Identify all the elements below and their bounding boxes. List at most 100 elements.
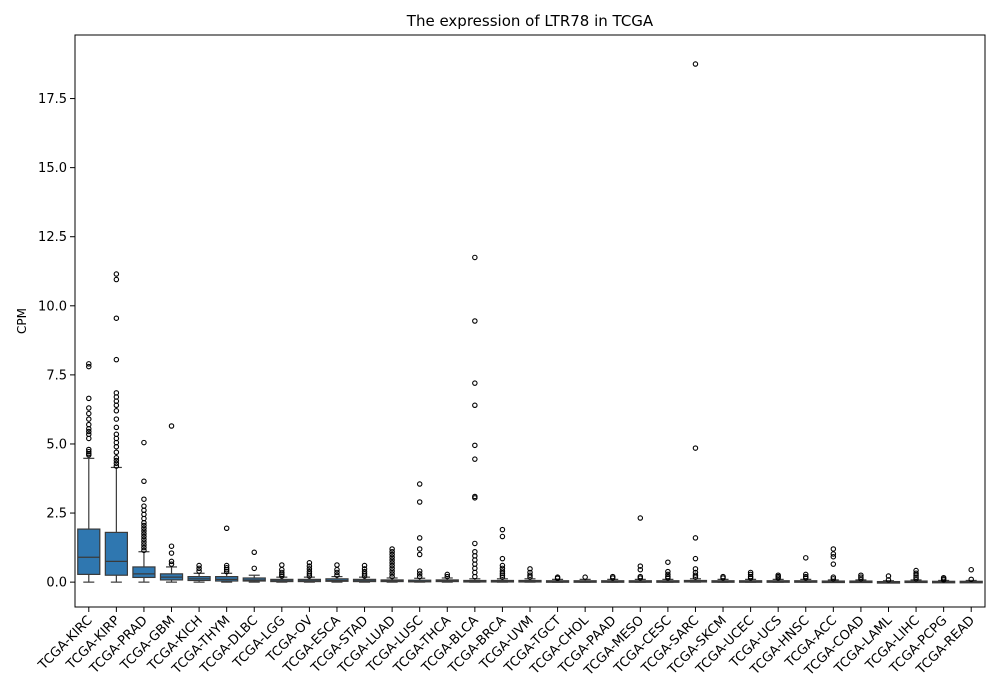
outlier-point xyxy=(913,567,919,574)
outlier-point xyxy=(141,533,147,540)
outlier-point xyxy=(472,548,478,555)
outlier-point xyxy=(389,546,395,552)
outlier-point xyxy=(196,565,202,572)
outlier-point xyxy=(361,566,368,572)
outlier-point xyxy=(141,542,147,548)
outlier-point xyxy=(609,573,616,580)
outlier-point xyxy=(416,499,423,505)
outlier-point xyxy=(968,576,974,583)
box-tcga-brca xyxy=(490,526,515,583)
outlier-point xyxy=(113,315,120,321)
outlier-point xyxy=(86,421,92,428)
outlier-point xyxy=(86,446,92,453)
outlier-point xyxy=(472,493,478,500)
outlier-point xyxy=(251,549,257,556)
outlier-point xyxy=(637,566,644,573)
outlier-point xyxy=(940,574,947,581)
y-tick-label: 10.0 xyxy=(38,299,67,314)
outlier-point xyxy=(279,573,285,579)
outlier-point xyxy=(361,568,368,575)
outlier-point xyxy=(389,562,395,569)
box-tcga-tgct xyxy=(545,574,570,583)
outlier-point xyxy=(858,574,864,580)
outlier-point xyxy=(113,408,120,414)
outlier-point xyxy=(86,395,92,402)
y-tick-label: 0.0 xyxy=(46,576,67,591)
outlier-point xyxy=(361,571,368,577)
box-tcga-meso xyxy=(628,515,652,583)
box-tcga-laml xyxy=(876,573,901,584)
outlier-point xyxy=(141,478,147,485)
outlier-point xyxy=(86,416,92,422)
box-body xyxy=(104,531,128,576)
outlier-point xyxy=(637,515,644,521)
outlier-point xyxy=(86,431,92,438)
outlier-point xyxy=(582,574,588,580)
outlier-point xyxy=(968,566,974,573)
box-tcga-ov xyxy=(297,560,322,583)
outlier-point xyxy=(389,565,395,572)
outlier-point xyxy=(416,546,423,552)
outlier-point xyxy=(472,318,478,324)
outlier-point xyxy=(141,531,147,537)
outlier-point xyxy=(416,551,423,558)
outlier-point xyxy=(168,423,175,429)
y-tick-label: 12.5 xyxy=(38,230,67,245)
chart-title: The expression of LTR78 in TCGA xyxy=(406,12,654,30)
outlier-point xyxy=(665,559,671,565)
outlier-point xyxy=(389,568,395,574)
outlier-point xyxy=(113,416,120,422)
box-tcga-uvm xyxy=(518,566,542,583)
outlier-point xyxy=(86,361,92,367)
box-body xyxy=(77,528,101,575)
outlier-point xyxy=(141,503,147,509)
outlier-point xyxy=(637,573,644,580)
box-tcga-skcm xyxy=(711,573,735,583)
outlier-point xyxy=(665,568,671,575)
outlier-point xyxy=(86,448,92,455)
y-tick-label: 15.0 xyxy=(38,161,67,176)
outlier-point xyxy=(113,424,120,431)
outlier-point xyxy=(472,254,478,261)
outlier-point xyxy=(830,546,837,552)
outlier-point xyxy=(830,574,837,580)
box-tcga-luad xyxy=(380,546,404,583)
outlier-point xyxy=(141,525,147,531)
outlier-point xyxy=(113,449,120,456)
outlier-point xyxy=(86,428,92,435)
outlier-point xyxy=(913,576,919,582)
box-tcga-coad xyxy=(849,572,873,584)
plot-frame xyxy=(74,34,986,608)
outlier-point xyxy=(141,528,147,534)
outlier-point xyxy=(141,522,147,529)
outlier-point xyxy=(665,571,671,578)
outlier-point xyxy=(361,562,368,569)
y-axis-label: CPM xyxy=(15,308,29,334)
outlier-point xyxy=(279,569,285,576)
outlier-point xyxy=(306,563,313,569)
outlier-point xyxy=(803,555,809,561)
outlier-point xyxy=(692,569,699,576)
outlier-point xyxy=(554,574,561,580)
outlier-point xyxy=(141,439,147,446)
box-tcga-gbm xyxy=(159,423,184,583)
box-tcga-cesc xyxy=(656,559,680,583)
outlier-point xyxy=(472,442,478,449)
outlier-point xyxy=(168,558,175,565)
outlier-point xyxy=(389,548,395,555)
y-tick-label: 5.0 xyxy=(46,437,67,452)
y-tick-label: 7.5 xyxy=(46,368,67,383)
outlier-point xyxy=(885,573,892,579)
outlier-point xyxy=(113,431,120,438)
box-tcga-read xyxy=(959,566,983,584)
box-tcga-dlbc xyxy=(242,549,266,583)
y-axis: 0.0 2.5 5.0 7.5 10.0 12.5 15.0 17.5 xyxy=(38,92,75,591)
outlier-point xyxy=(86,405,92,411)
outlier-point xyxy=(141,547,147,554)
outlier-point xyxy=(279,562,285,568)
outlier-point xyxy=(499,565,506,572)
outlier-point xyxy=(389,551,395,558)
outlier-point xyxy=(389,571,395,577)
outlier-point xyxy=(692,61,699,67)
